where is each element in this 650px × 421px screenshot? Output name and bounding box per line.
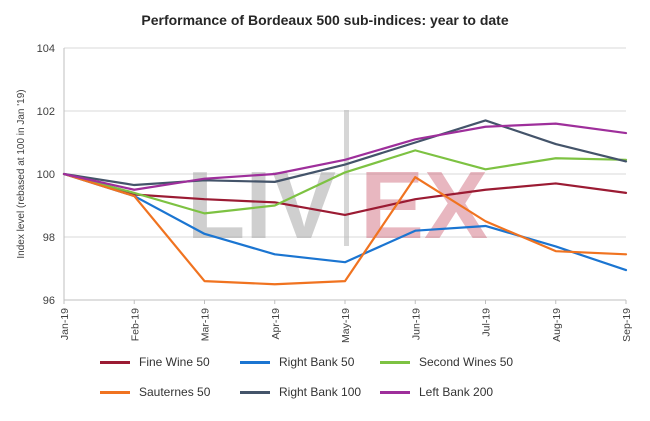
y-tick-label: 102 xyxy=(37,106,55,118)
x-tick-label: Jul-19 xyxy=(481,308,493,337)
legend-item-right-bank-50: Right Bank 50 xyxy=(240,355,380,369)
series-line-sauternes-50 xyxy=(62,172,628,286)
watermark-divider-bar xyxy=(344,110,349,246)
x-tick-label: Jan-19 xyxy=(59,308,71,340)
series-line-left-bank-200 xyxy=(62,122,628,191)
x-tick-label: Aug-19 xyxy=(551,308,563,342)
legend-item-second-wines-50: Second Wines 50 xyxy=(380,355,550,369)
chart-legend: Fine Wine 50 Right Bank 50 Second Wines 50… xyxy=(0,355,650,399)
legend-item-fine-wine-50: Fine Wine 50 xyxy=(100,355,240,369)
x-tick-label: Feb-19 xyxy=(129,308,141,341)
line-chart-plot: LIV EX 96 98 100 102 104 Jan-19 Feb-19 Mar-19 Apr-… xyxy=(16,43,633,343)
watermark-liv: LIV xyxy=(187,152,336,259)
chart-title: Performance of Bordeaux 500 sub-indices:… xyxy=(141,12,509,28)
legend-item-left-bank-200: Left Bank 200 xyxy=(380,385,550,399)
legend-label: Second Wines 50 xyxy=(419,355,514,369)
x-tick-label: May-19 xyxy=(340,308,352,343)
legend-swatch xyxy=(380,360,410,364)
y-tick-label: 104 xyxy=(37,43,55,55)
series-line-second-wines-50 xyxy=(62,149,628,215)
legend-label: Sauternes 50 xyxy=(139,385,211,399)
x-tick-label: Jun-19 xyxy=(410,308,422,340)
y-tick-label: 98 xyxy=(43,232,55,244)
legend-item-right-bank-100: Right Bank 100 xyxy=(240,385,380,399)
x-tick-label: Mar-19 xyxy=(200,308,212,341)
legend-swatch xyxy=(100,390,130,394)
watermark-ex: EX xyxy=(360,152,488,259)
livex-watermark: LIV EX xyxy=(187,110,488,259)
legend-label: Left Bank 200 xyxy=(419,385,494,399)
legend-swatch xyxy=(240,360,270,364)
x-tick-label: Sep-19 xyxy=(621,308,633,342)
legend-item-sauternes-50: Sauternes 50 xyxy=(100,385,240,399)
legend-swatch xyxy=(240,390,270,394)
legend-swatch xyxy=(100,360,130,364)
legend-swatch xyxy=(380,390,410,394)
series-line-right-bank-50 xyxy=(62,172,628,272)
x-tick-label: Apr-19 xyxy=(270,308,282,340)
y-tick-label: 96 xyxy=(43,295,55,307)
y-axis-title: Index level (rebased at 100 in Jan '19) xyxy=(16,89,27,258)
y-tick-label: 100 xyxy=(37,169,55,181)
series-line-fine-wine-50 xyxy=(62,172,628,217)
series-line-right-bank-100 xyxy=(62,119,628,187)
legend-label: Right Bank 50 xyxy=(279,355,355,369)
legend-label: Fine Wine 50 xyxy=(139,355,210,369)
legend-label: Right Bank 100 xyxy=(279,385,362,399)
